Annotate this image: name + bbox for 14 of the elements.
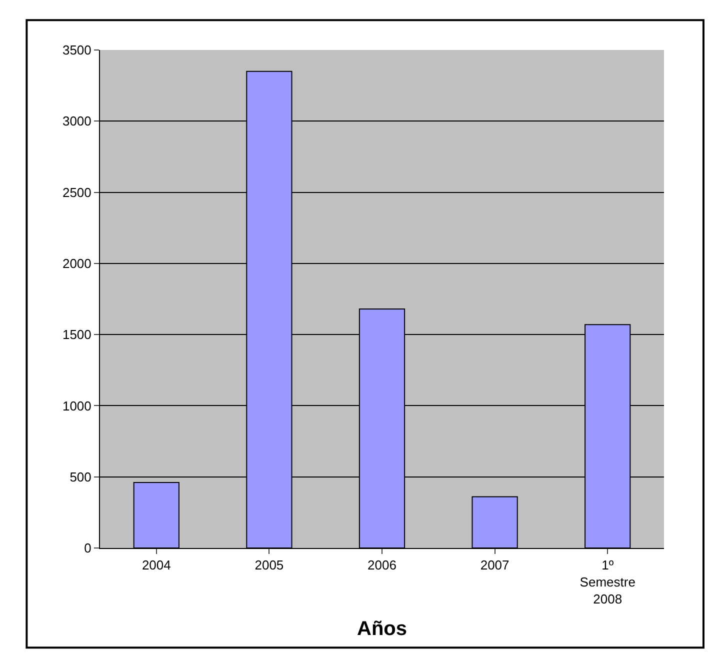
x-axis-title: Años bbox=[357, 618, 407, 640]
y-tick-label: 2500 bbox=[62, 184, 92, 200]
y-tick-label: 1500 bbox=[62, 327, 92, 342]
x-tick-label: 2006 bbox=[368, 558, 396, 573]
y-tick-label: 1000 bbox=[62, 398, 92, 414]
x-tick-label: 2005 bbox=[254, 558, 284, 573]
x-tick-label: 1º Semestre 2008 bbox=[580, 558, 636, 606]
y-tick-label: 500 bbox=[70, 469, 92, 484]
x-tick-label: 2007 bbox=[480, 558, 510, 573]
y-tick-label: 3000 bbox=[62, 114, 92, 129]
y-tick-label: 0 bbox=[84, 540, 92, 556]
y-tick-label: 2000 bbox=[62, 256, 92, 271]
x-tick-label: 2004 bbox=[142, 558, 171, 573]
y-tick-label: 3500 bbox=[62, 42, 92, 58]
